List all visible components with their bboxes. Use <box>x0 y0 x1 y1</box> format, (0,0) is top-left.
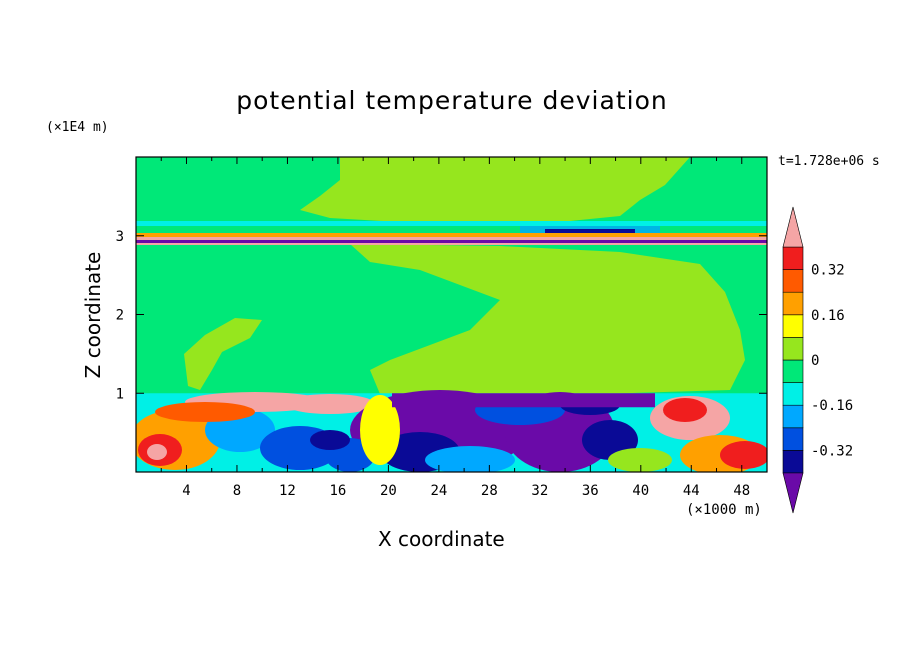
colorbar-tick-label: 0.16 <box>811 308 845 324</box>
colorbar-bin <box>782 359 804 383</box>
colorbar-bin <box>782 291 804 316</box>
colorbar-tick-label: -0.32 <box>811 443 853 459</box>
warm-anomaly-region <box>350 244 745 394</box>
colorbar-tick-label: 0.32 <box>811 263 845 279</box>
tropopause-band <box>136 237 767 240</box>
eddy <box>285 394 375 414</box>
contour-field <box>136 157 767 472</box>
colorbar-bin <box>782 404 804 429</box>
colorbar-bin <box>782 314 804 338</box>
y-tick-label: 1 <box>116 386 124 402</box>
x-tick-label: 32 <box>531 483 548 499</box>
x-tick-label: 40 <box>632 483 649 499</box>
x-tick-label: 48 <box>733 483 750 499</box>
tropopause-band <box>136 221 767 226</box>
y-tick-label: 3 <box>116 229 124 245</box>
eddy <box>663 398 707 422</box>
warm-anomaly-region <box>184 318 262 390</box>
colorbar-bin <box>782 246 804 270</box>
colorbar-bin <box>782 427 804 451</box>
y-tick-label: 2 <box>116 308 124 324</box>
x-tick-label: 4 <box>182 483 190 499</box>
time-label: t=1.728e+06 s <box>778 154 880 169</box>
cold-layer <box>392 393 655 408</box>
x-tick-label: 24 <box>430 483 447 499</box>
colorbar-bin <box>782 382 804 406</box>
colorbar: 0.32 0.16 0 -0.16 -0.32 <box>782 206 853 514</box>
eddy <box>360 395 400 465</box>
x-axis-unit: (×1000 m) <box>686 502 762 518</box>
x-tick-label: 36 <box>582 483 599 499</box>
eddy <box>147 444 167 460</box>
tropopause-wave <box>545 229 635 233</box>
y-axis-unit: (×1E4 m) <box>46 120 109 135</box>
x-tick-label: 44 <box>683 483 700 499</box>
chart-title: potential temperature deviation <box>236 86 668 115</box>
tropopause-band <box>136 240 767 243</box>
warm-anomaly-region <box>300 157 690 224</box>
eddy <box>310 430 350 450</box>
x-tick-label: 28 <box>481 483 498 499</box>
tropopause-band <box>136 243 767 245</box>
x-axis-ticks: 4 8 12 16 20 24 28 32 36 40 44 48 <box>160 157 750 499</box>
x-tick-label: 12 <box>279 483 296 499</box>
colorbar-tick-label: -0.16 <box>811 398 853 414</box>
y-axis-ticks: 1 2 3 <box>116 229 767 402</box>
colorbar-bin <box>782 269 804 293</box>
x-tick-label: 8 <box>233 483 241 499</box>
x-tick-label: 16 <box>329 483 346 499</box>
eddy <box>155 402 255 422</box>
colorbar-bin <box>782 337 804 361</box>
eddy <box>720 441 767 469</box>
colorbar-tick-label: 0 <box>811 353 819 369</box>
colorbar-extend-max <box>782 206 804 248</box>
eddy <box>425 446 515 472</box>
colorbar-extend-min <box>782 472 804 514</box>
x-axis-label: X coordinate <box>378 527 505 551</box>
tropopause-band <box>136 233 767 237</box>
x-tick-label: 20 <box>380 483 397 499</box>
colorbar-bin <box>782 450 804 474</box>
eddy <box>608 448 672 472</box>
